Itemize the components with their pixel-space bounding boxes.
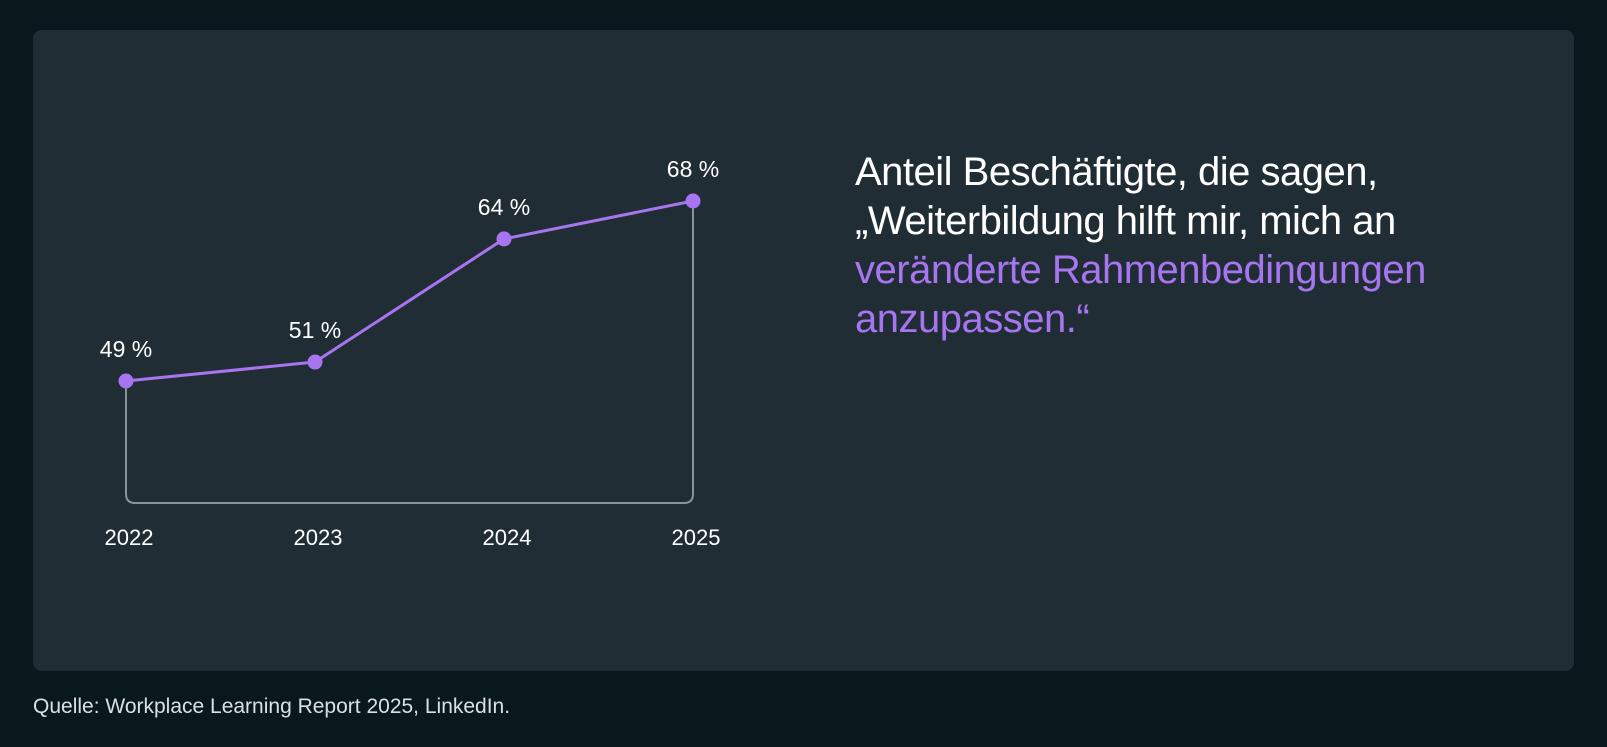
data-point-2025 <box>685 193 701 209</box>
value-label-2025: 68 % <box>667 156 719 182</box>
line-chart: 49 % 51 % 64 % 68 % 2022 2023 2024 2025 <box>100 156 721 550</box>
chart-card: 49 % 51 % 64 % 68 % 2022 2023 2024 2025 Anteil… <box>33 30 1574 671</box>
x-tick-2024: 2024 <box>483 525 532 550</box>
headline-line-4: anzupassen.“ <box>855 297 1090 341</box>
data-point-2022 <box>118 373 134 389</box>
x-tick-2022: 2022 <box>105 525 154 550</box>
value-label-2024: 64 % <box>478 194 530 220</box>
headline-line-2: „Weiterbildung hilft mir, mich an <box>855 199 1396 243</box>
value-label-2023: 51 % <box>289 317 341 343</box>
headline-line-1: Anteil Beschäftigte, die sagen, <box>855 150 1378 194</box>
chart-headline: Anteil Beschäftigte, die sagen, „Weiterb… <box>855 148 1555 344</box>
headline-line-3: veränderte Rahmenbedingungen <box>855 248 1426 292</box>
data-point-2024 <box>496 231 512 247</box>
source-note: Quelle: Workplace Learning Report 2025, … <box>33 695 511 718</box>
x-tick-2025: 2025 <box>672 525 721 550</box>
x-tick-2023: 2023 <box>294 525 343 550</box>
data-point-2023 <box>307 354 323 370</box>
series-line <box>125 199 694 383</box>
value-label-2022: 49 % <box>100 336 152 362</box>
chart-frame <box>125 201 694 504</box>
